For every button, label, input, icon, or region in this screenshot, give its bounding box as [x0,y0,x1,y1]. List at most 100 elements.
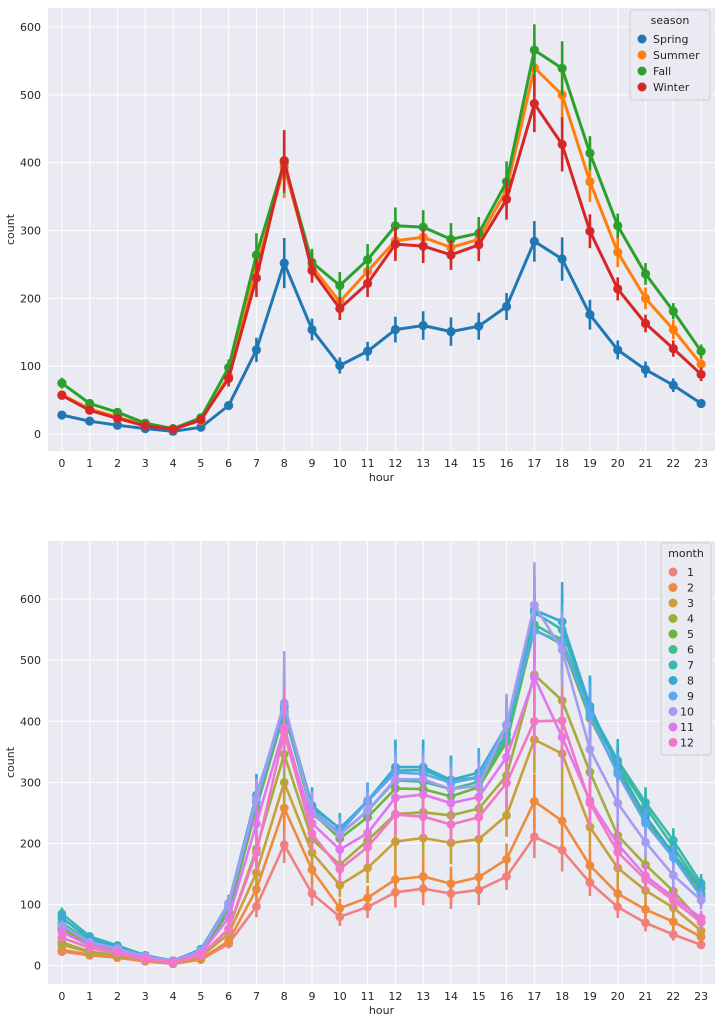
legend-marker [668,722,678,732]
x-tick-label: 20 [611,990,625,1003]
x-tick-label: 11 [361,990,375,1003]
data-point [668,306,678,316]
data-point [363,278,373,289]
legend-marker [668,738,678,747]
data-point [446,327,456,337]
y-tick-label: 600 [20,21,41,34]
x-axis-label: hour [369,1004,395,1017]
data-point [474,812,484,822]
data-point [446,820,456,829]
data-point [363,893,373,903]
data-point [613,769,623,779]
data-point [446,879,456,889]
legend-marker [637,66,647,76]
data-point [529,672,539,682]
data-point [640,364,651,375]
data-point [446,798,456,808]
data-point [668,836,678,845]
data-point [418,790,428,799]
x-tick-label: 15 [472,457,486,470]
data-point [418,222,428,232]
data-point [613,345,623,355]
data-point [585,861,595,870]
legend-marker [637,34,647,44]
data-point [363,842,373,852]
data-point [279,156,289,166]
data-point [252,868,261,878]
data-point [557,139,567,149]
x-tick-label: 23 [694,457,708,470]
data-point [252,901,261,911]
data-point [613,889,623,898]
legend-label: 2 [687,582,694,595]
data-point [279,258,289,268]
x-tick-label: 19 [583,990,597,1003]
data-point [57,913,67,923]
data-point [85,405,95,415]
data-point [529,45,539,55]
data-point [640,293,651,303]
data-point [557,716,567,726]
data-point [585,710,595,720]
data-point [168,424,178,434]
data-point [557,254,567,264]
data-point [140,421,150,431]
x-tick-label: 6 [225,457,232,470]
data-point [557,845,567,855]
series-Spring [57,221,706,436]
data-point [224,936,234,946]
data-point [640,269,651,279]
data-point [502,854,511,864]
legend-label: Summer [653,49,700,62]
y-tick-label: 500 [20,89,41,102]
data-point [168,958,178,968]
x-tick-label: 15 [472,990,486,1003]
data-point [613,247,623,257]
data-point [252,793,261,803]
data-point [668,343,678,354]
data-point [585,744,595,754]
legend-label: 7 [687,659,694,672]
data-point [307,324,317,335]
data-point [668,917,678,927]
data-point [613,847,623,857]
data-point [641,905,650,914]
legend-marker [668,707,678,716]
data-point [474,321,484,331]
data-point [529,99,539,109]
x-tick-label: 20 [611,457,625,470]
legend-box [660,542,712,756]
legend-label: 8 [687,675,694,688]
y-tick-label: 300 [20,225,41,238]
data-point [613,284,623,294]
data-point [57,390,67,400]
x-tick-label: 18 [555,990,569,1003]
legend-box [629,9,711,101]
data-point [140,955,150,964]
data-point [224,400,234,411]
x-tick-label: 4 [170,457,177,470]
legend-marker [668,583,678,592]
data-point [585,798,595,808]
y-tick-label: 100 [20,360,41,373]
x-tick-label: 21 [639,457,653,470]
data-point [85,943,95,953]
legend-label: 11 [680,721,694,734]
data-point [529,716,539,726]
legend-marker [668,567,678,577]
data-point [529,600,539,610]
data-point [613,221,623,231]
data-point [307,865,317,875]
data-point [585,310,595,320]
data-point [363,806,373,815]
x-tick-label: 17 [527,457,541,470]
data-point [335,830,345,840]
data-point [585,177,595,187]
legend-label: 5 [687,628,694,641]
x-tick-label: 12 [388,990,402,1003]
data-point [57,410,67,420]
data-point [390,239,400,249]
data-point [446,234,456,244]
data-point [335,845,345,854]
